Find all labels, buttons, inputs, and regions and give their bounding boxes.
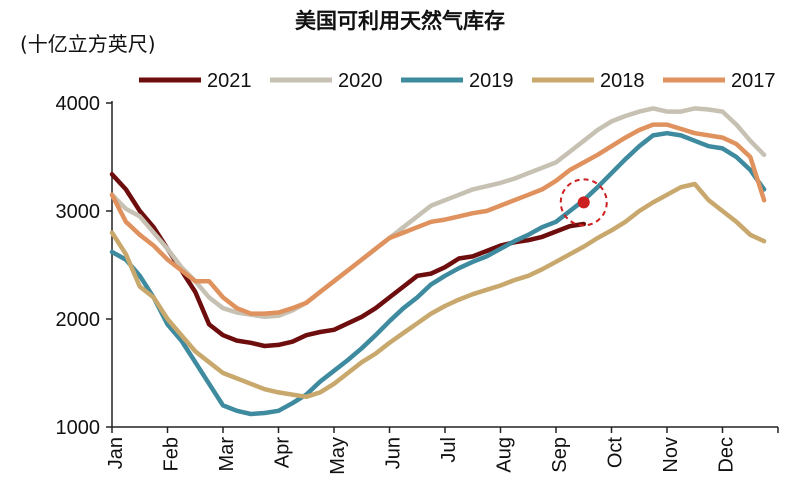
chart-title: 美国可利用天然气库存 [295, 9, 505, 33]
legend-item-2017: 2017 [663, 70, 776, 92]
x-tick-label: Mar [216, 437, 238, 472]
legend-item-2021: 2021 [139, 70, 252, 92]
x-tick-label: Dec [716, 437, 738, 473]
series-line-2020 [109, 106, 767, 320]
x-tick-label: Apr [272, 437, 294, 468]
x-tick-label: Jan [105, 437, 127, 469]
legend-label: 2021 [207, 70, 252, 92]
x-tick-label: Nov [660, 437, 682, 473]
legend-item-2020: 2020 [270, 70, 383, 92]
x-tick-label: Jun [383, 437, 405, 469]
y-axis: 1000 2000 3000 4000 [56, 93, 113, 439]
series-line-2018 [109, 181, 767, 400]
legend: 2021 2020 2019 2018 2017 [139, 70, 776, 92]
x-tick-label: Jul [438, 437, 460, 463]
series-group [109, 106, 767, 417]
series-line-2017 [109, 122, 767, 316]
y-tick-label: 1000 [56, 417, 101, 439]
annotation-group [559, 178, 608, 227]
x-tick-label: Oct [605, 437, 627, 469]
y-tick-label: 4000 [56, 93, 101, 115]
x-axis: Jan Feb Mar Apr May Jun Jul Aug Sep Oct Nov Dec [105, 426, 779, 475]
y-axis-unit-label: (十亿立方英尺) [20, 32, 156, 56]
series-line-2019 [109, 130, 767, 417]
highlight-circle [559, 178, 608, 227]
legend-item-2018: 2018 [532, 70, 645, 92]
legend-label: 2017 [731, 70, 776, 92]
x-tick-label: Aug [494, 437, 516, 473]
y-tick-label: 2000 [56, 309, 101, 331]
highlight-dot [577, 196, 590, 209]
legend-label: 2018 [600, 70, 645, 92]
y-tick-label: 3000 [56, 201, 101, 223]
x-tick-label: Sep [549, 437, 571, 473]
x-tick-label: Feb [161, 437, 183, 471]
legend-label: 2020 [338, 70, 383, 92]
legend-label: 2019 [469, 70, 514, 92]
x-tick-label: May [327, 437, 349, 475]
legend-item-2019: 2019 [401, 70, 514, 92]
